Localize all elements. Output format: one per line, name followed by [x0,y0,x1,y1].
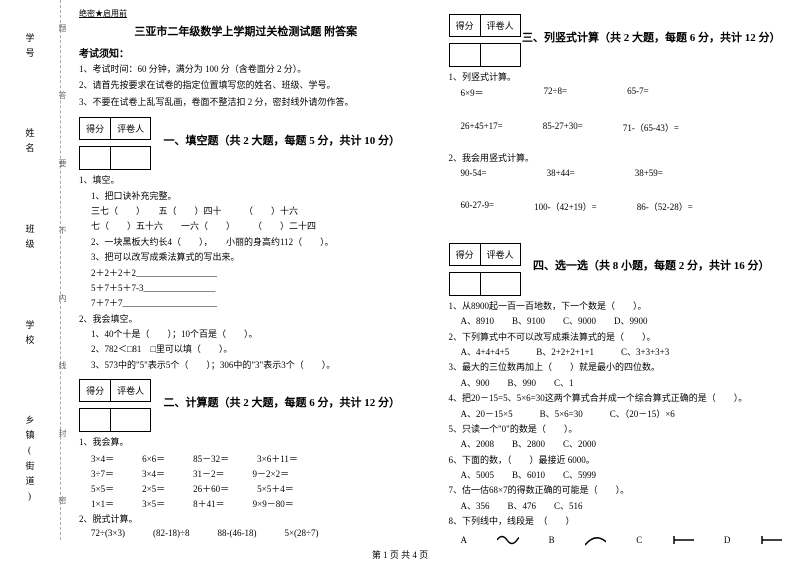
calc-row: 1×1＝3×5＝8＋41＝9×9－80＝ [79,497,413,510]
sub-question: 2、一块黑板大约长4（ ）， 小丽的身高约112（ ）。 [79,235,413,249]
option-a-label: A [461,535,468,545]
question: 5、只读一个"0"的数是（ ）。 [449,422,783,436]
fill-line: 三七（ ） 五（ ）四十 （ ）十六 [79,204,413,218]
page: 学号 姓名 班级 学校 乡镇(街道) 题 答 要 不 内 线 封 密 绝密★启用… [0,0,800,540]
binding-margin: 学号 姓名 班级 学校 乡镇(街道) 题 答 要 不 内 线 封 密 [0,0,61,540]
question: 1、我会算。 [79,435,413,449]
score-box: 得分 评卷人 [79,117,151,140]
margin-label: 班级 [24,224,37,254]
question: 2、下列算式中不可以改写成乘法算式的是（ ）。 [449,330,783,344]
option-b-label: B [549,535,555,545]
question: 2、我会用竖式计算。 [449,151,783,165]
calc-row: 6×9＝72÷8=65-7= [449,86,783,99]
margin-label: 学校 [24,320,37,350]
section-title: 二、计算题（共 2 大题，每题 6 分，共计 12 分） [164,394,401,410]
score-empty [449,43,480,67]
question: 3、最大的三位数再加上（ ）就是最小的四位数。 [449,360,783,374]
seal-text: 答 [57,91,68,111]
sub-question: 3、573中的"5"表示5个（ ）；306中的"3"表示3个（ ）。 [79,358,413,372]
calc-row: 60-27-9=100-（42+19）=86-（52-28）= [449,200,783,213]
sub-question: 1、40个十是（ ）；10个百是（ ）。 [79,327,413,341]
line-options: A B C D [449,533,783,547]
score-empty [79,146,110,170]
score-cell: 评卷人 [480,243,521,266]
options: A、356 B、476 C、516 [449,499,783,513]
seal-text: 线 [57,361,68,381]
score-empty [480,272,521,296]
options: A、900 B、990 C、1 [449,376,783,390]
margin-label: 学号 [24,33,37,63]
exam-title: 三亚市二年级数学上学期过关检测试题 附答案 [79,23,413,39]
score-empty [449,272,480,296]
section-title: 三、列竖式计算（共 2 大题，每题 6 分，共计 12 分） [522,29,781,45]
question: 2、脱式计算。 [79,512,413,526]
sub-question: 2、782＜□81 □里可以填（ ）。 [79,342,413,356]
calc-row: 26+45+17=85-27+30=71-（65-43）= [449,121,783,134]
question: 1、填空。 [79,173,413,187]
option-c-label: C [636,535,642,545]
calc-row: 72÷(3×3)(82-18)÷888-(46-18)5×(28÷7) [79,528,413,538]
calc-row: 3×4＝6×6＝85－32＝3×6＋11＝ [79,452,413,465]
options: A、2008 B、2800 C、2000 [449,437,783,451]
margin-label: 姓名 [24,128,37,158]
score-cell: 得分 [79,379,110,402]
sub-question: 3、把可以改写成乘法算式的写出来。 [79,250,413,264]
section-title: 一、填空题（共 2 大题，每题 5 分，共计 10 分） [164,132,401,148]
segment-line-icon [672,533,694,547]
score-cell: 评卷人 [110,379,151,402]
wavy-line-icon [497,533,519,547]
ray-line-icon [760,533,782,547]
score-cell: 评卷人 [480,14,521,37]
fill-line: 七（ ）五十六 一六（ ） （ ）二十四 [79,219,413,233]
question: 1、列竖式计算。 [449,70,783,84]
options: A、20－15×5 B、5×6=30 C、（20－15）×6 [449,407,783,421]
calc-row: 5×5＝2×5＝26＋60＝5×5＋4＝ [79,482,413,495]
section-title: 四、选一选（共 8 小题，每题 2 分，共计 16 分） [533,257,770,273]
options: A、4+4+4+5 B、2+2+2+1+1 C、3+3+3+3 [449,345,783,359]
seal-text: 不 [57,226,68,246]
fill-line: 2＋2＋2＋2__________________ [79,266,413,280]
options: A、5005 B、6010 C、5999 [449,468,783,482]
score-cell: 得分 [449,14,480,37]
fill-line: 7＋7＋7_____________________ [79,296,413,310]
question: 1、从8900起一百一百地数，下一个数是（ ）。 [449,299,783,313]
seal-text: 题 [57,24,68,44]
margin-label: 乡镇(街道) [24,415,37,507]
score-empty [110,146,151,170]
score-empty [110,408,151,432]
secret-mark: 绝密★启用前 [79,8,413,19]
question: 6、下面的数，（ ）最接近 6000。 [449,453,783,467]
seal-text: 封 [57,429,68,449]
right-column: 得分 评卷人 三、列竖式计算（共 2 大题，每题 6 分，共计 12 分） 1、… [431,0,800,540]
fill-line: 5＋7＋5＋7-3________________ [79,281,413,295]
score-cell: 评卷人 [110,117,151,140]
seal-text: 要 [57,159,68,179]
score-empty [79,408,110,432]
left-column: 绝密★启用前 三亚市二年级数学上学期过关检测试题 附答案 考试须知： 1、考试时… [61,0,431,540]
curve-line-icon [585,533,607,547]
calc-row: 3÷7＝3×4＝31－2＝9－2×2＝ [79,467,413,480]
notice-line: 2、请首先按要求在试卷的指定位置填写您的姓名、班级、学号。 [79,78,413,92]
seal-text: 密 [57,496,68,516]
option-d-label: D [724,535,731,545]
seal-text: 内 [57,294,68,314]
score-empty [480,43,521,67]
question: 4、把20－15=5、5×6=30这两个算式合并成一个综合算式正确的是（ ）。 [449,391,783,405]
notice-heading: 考试须知： [79,45,413,60]
score-cell: 得分 [449,243,480,266]
options: A、8910 B、9100 C、9000 D、9900 [449,314,783,328]
notice-line: 3、不要在试卷上乱写乱画，卷面不整洁扣 2 分，密封线外请勿作答。 [79,95,413,109]
question: 8、下列线中，线段是 （ ） [449,514,783,528]
question: 2、我会填空。 [79,312,413,326]
score-cell: 得分 [79,117,110,140]
content-area: 绝密★启用前 三亚市二年级数学上学期过关检测试题 附答案 考试须知： 1、考试时… [61,0,800,540]
sub-question: 1、把口诀补充完整。 [79,189,413,203]
notice-line: 1、考试时间：60 分钟，满分为 100 分（含卷面分 2 分）。 [79,62,413,76]
page-footer: 第 1 页 共 4 页 [0,548,800,561]
question: 7、估一估68×7的得数正确的可能是（ ）。 [449,483,783,497]
score-box: 得分 评卷人 [449,14,521,37]
score-box: 得分 评卷人 [449,243,521,266]
calc-row: 90-54=38+44=38+59= [449,168,783,178]
score-box: 得分 评卷人 [79,379,151,402]
